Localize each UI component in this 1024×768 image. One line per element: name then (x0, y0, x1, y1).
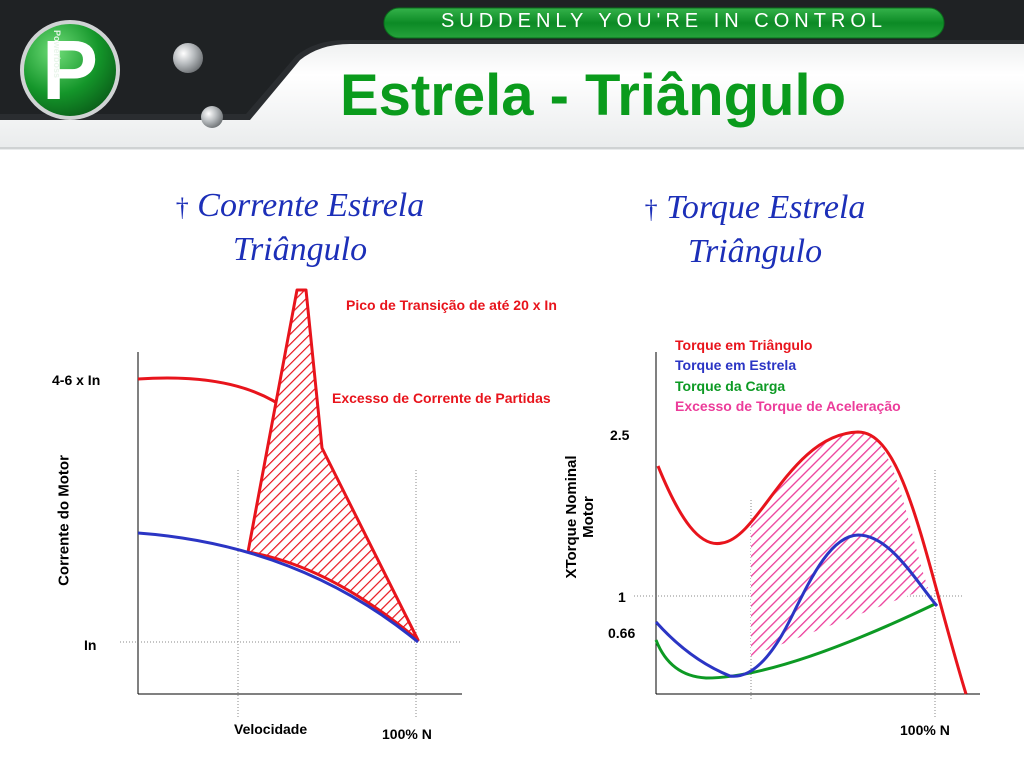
page-title: Estrela - Triângulo (340, 63, 846, 128)
right-torque-chart (634, 352, 980, 718)
tick-low: In (84, 637, 97, 653)
left-y-axis-label: Corrente do Motor (55, 455, 73, 586)
legend-star-torque: Torque em Estrela (675, 357, 797, 373)
right-y-axis-label: XTorque Nominal Motor (563, 417, 597, 617)
right-y-axis-label-line1: XTorque Nominal (563, 455, 580, 579)
left-current-chart (120, 288, 462, 718)
annotation-excess: Excesso de Corrente de Partidas (332, 390, 551, 406)
y-tick-0-66: 0.66 (608, 625, 636, 641)
y-tick-2-5: 2.5 (610, 427, 630, 443)
header-graphic (0, 0, 1024, 150)
delta-current-curve (137, 376, 291, 414)
delta-torque-curve (656, 430, 968, 695)
annotation-peak: Pico de Transição de até 20 x In (346, 297, 557, 313)
right-x-tick: 100% N (900, 722, 950, 738)
right-heading-line1: Torque Estrela (666, 189, 866, 226)
y-tick-1: 1 (618, 589, 626, 605)
bullet-icon: † (644, 195, 658, 224)
left-heading: † Corrente Estrela Triângulo (130, 185, 470, 271)
left-heading-line2: Triângulo (232, 231, 368, 268)
header-banner: P Powerboss SUDDENLY YOU'RE IN CONTROL E… (0, 0, 1024, 150)
logo-letter: P (41, 23, 99, 117)
right-heading-line2: Triângulo (687, 233, 823, 270)
bullet-icon: † (175, 193, 189, 222)
left-heading-line1: Corrente Estrela (197, 187, 425, 224)
tagline: SUDDENLY YOU'RE IN CONTROL (440, 10, 888, 32)
transition-excess-area (246, 288, 420, 642)
legend-delta-torque: Torque em Triângulo (675, 337, 813, 353)
left-x-axis-label: Velocidade (234, 721, 308, 737)
tick-high: 4-6 x In (52, 372, 101, 388)
right-heading: † Torque Estrela Triângulo (600, 187, 910, 273)
right-y-axis-label-line2: Motor (580, 496, 597, 538)
star-torque-curve (654, 533, 939, 678)
legend-load-torque: Torque da Carga (675, 378, 786, 394)
legend-excess-torque: Excesso de Torque de Aceleração (675, 398, 901, 414)
star-current-curve (137, 531, 419, 644)
left-x-tick: 100% N (382, 726, 432, 742)
